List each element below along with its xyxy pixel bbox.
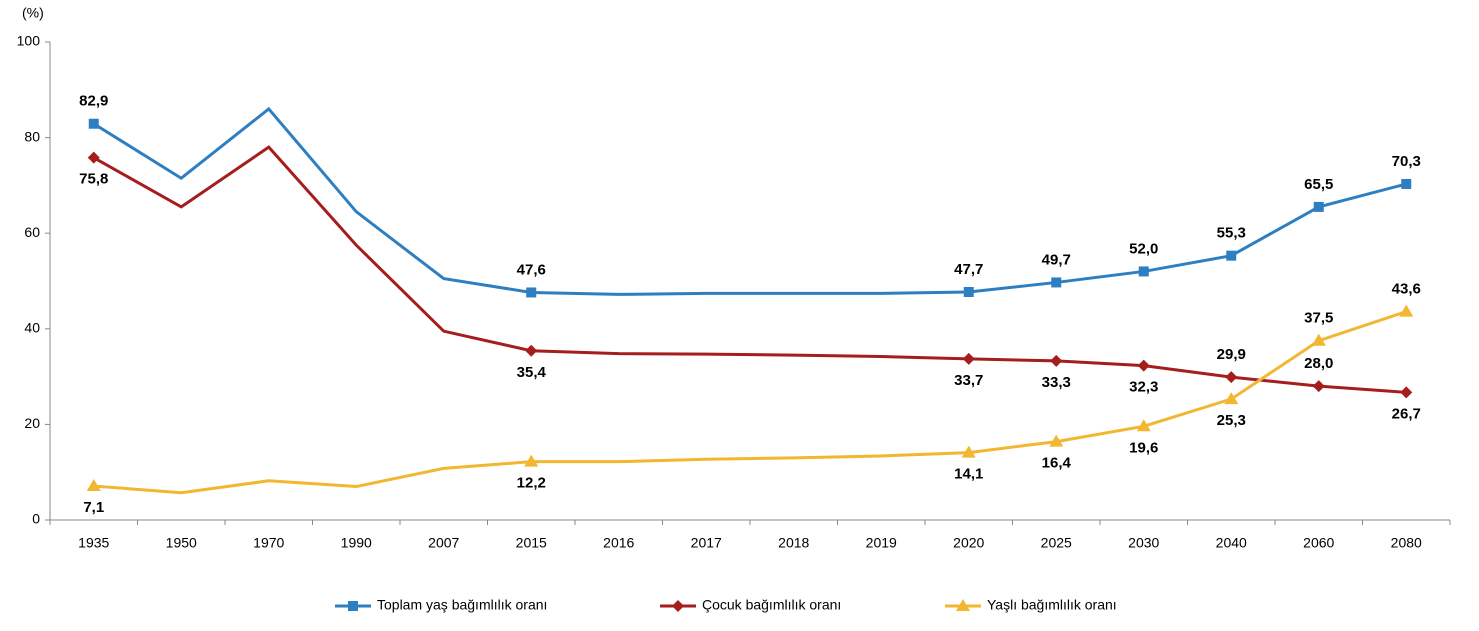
x-tick-label: 2018 (778, 535, 809, 551)
marker (1137, 359, 1150, 372)
x-tick-label: 2015 (516, 535, 547, 551)
x-tick-label: 2040 (1216, 535, 1247, 551)
x-tick-label: 1950 (166, 535, 197, 551)
data-label: 65,5 (1304, 176, 1333, 193)
data-label: 7,1 (83, 499, 104, 516)
marker (88, 118, 99, 129)
data-label: 75,8 (79, 171, 108, 188)
y-tick-label: 80 (24, 128, 40, 144)
data-label: 26,7 (1392, 405, 1421, 422)
marker (1049, 434, 1064, 447)
marker (86, 479, 101, 492)
data-label: 14,1 (954, 466, 983, 483)
marker (1226, 250, 1237, 261)
series-line (92, 106, 1407, 296)
data-label: 55,3 (1217, 225, 1246, 242)
marker (526, 287, 537, 298)
marker (87, 151, 100, 164)
y-tick-label: 0 (32, 511, 40, 527)
x-tick-label: 2030 (1128, 535, 1159, 551)
legend-label: Toplam yaş bağımlılık oranı (377, 597, 547, 613)
x-tick-label: 2017 (691, 535, 722, 551)
x-tick-label: 1990 (341, 535, 372, 551)
data-label: 33,7 (954, 372, 983, 389)
data-label: 29,9 (1217, 346, 1246, 363)
marker (961, 445, 976, 458)
y-tick-label: 100 (17, 33, 41, 49)
marker (1225, 371, 1238, 384)
data-label: 25,3 (1217, 412, 1246, 429)
data-label: 35,4 (517, 364, 547, 381)
x-tick-label: 2016 (603, 535, 634, 551)
legend-label: Yaşlı bağımlılık oranı (987, 597, 1117, 613)
marker (1136, 419, 1151, 432)
marker (956, 599, 970, 611)
marker (1311, 333, 1326, 346)
series-line (93, 145, 1407, 394)
marker (524, 454, 539, 467)
marker (1400, 386, 1413, 399)
marker (1401, 178, 1412, 189)
marker (963, 286, 974, 297)
data-label: 28,0 (1304, 355, 1333, 372)
marker (348, 601, 358, 611)
y-tick-label: 40 (24, 320, 40, 336)
data-label: 19,6 (1129, 439, 1158, 456)
y-unit: (%) (22, 5, 44, 21)
data-label: 47,7 (954, 261, 983, 278)
marker (1138, 266, 1149, 277)
x-tick-label: 1935 (78, 535, 109, 551)
data-label: 16,4 (1042, 455, 1072, 472)
marker (1313, 201, 1324, 212)
marker (672, 600, 684, 612)
data-label: 32,3 (1129, 379, 1158, 396)
data-label: 47,6 (517, 261, 546, 278)
data-label: 37,5 (1304, 310, 1333, 327)
data-label: 33,3 (1042, 374, 1071, 391)
marker (1399, 304, 1414, 317)
marker (1224, 392, 1239, 405)
y-tick-label: 60 (24, 224, 40, 240)
x-tick-label: 2060 (1303, 535, 1334, 551)
x-tick-label: 2007 (428, 535, 459, 551)
x-tick-label: 2019 (866, 535, 897, 551)
marker (962, 352, 975, 365)
legend-label: Çocuk bağımlılık oranı (702, 597, 841, 613)
data-label: 12,2 (517, 475, 546, 492)
data-label: 82,9 (79, 93, 108, 110)
data-label: 43,6 (1392, 281, 1421, 298)
marker (1312, 380, 1325, 393)
data-label: 49,7 (1042, 251, 1071, 268)
marker (1051, 277, 1062, 288)
x-tick-label: 2080 (1391, 535, 1422, 551)
marker (1050, 354, 1063, 367)
x-tick-label: 2025 (1041, 535, 1072, 551)
x-tick-label: 2020 (953, 535, 984, 551)
series-line (93, 310, 1407, 495)
x-tick-label: 1970 (253, 535, 284, 551)
data-label: 52,0 (1129, 240, 1158, 257)
marker (525, 344, 538, 357)
y-tick-label: 20 (24, 415, 40, 431)
data-label: 70,3 (1392, 153, 1421, 170)
